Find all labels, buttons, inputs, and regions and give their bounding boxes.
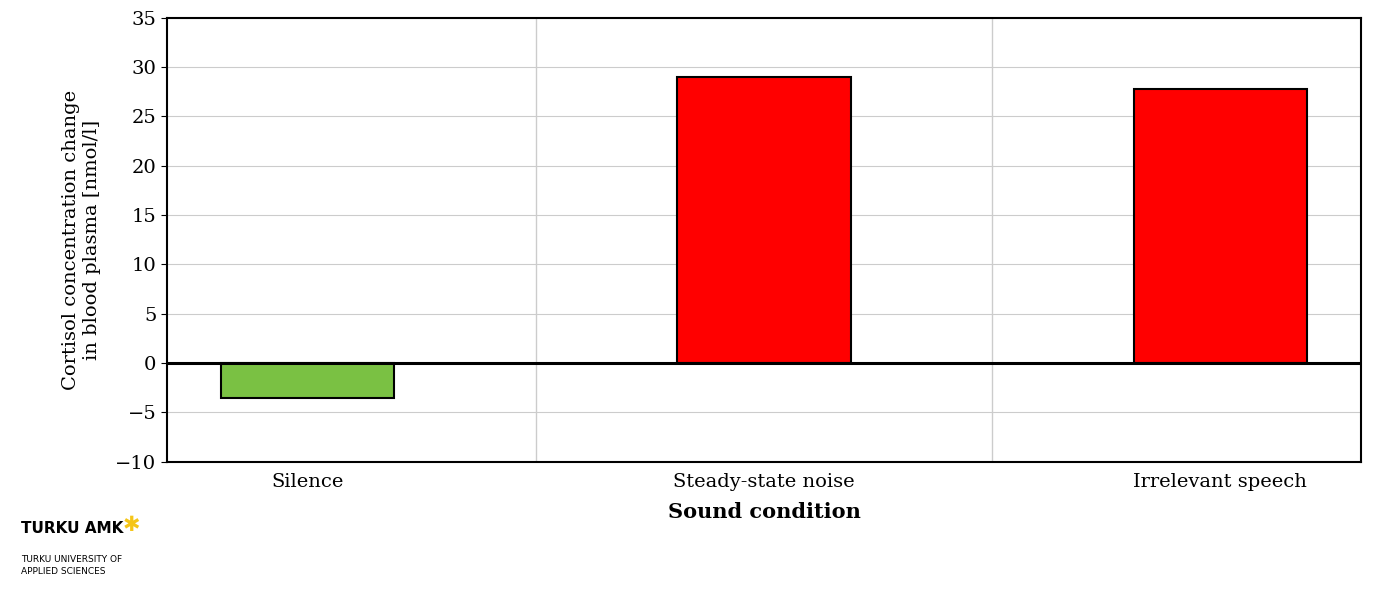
Bar — [678, 77, 850, 363]
Text: ✱: ✱ — [122, 515, 140, 535]
Text: TURKU UNIVERSITY OF
APPLIED SCIENCES: TURKU UNIVERSITY OF APPLIED SCIENCES — [21, 555, 122, 576]
Bar — [1133, 89, 1307, 363]
Y-axis label: Cortisol concentration change
in blood plasma [nmol/l]: Cortisol concentration change in blood p… — [63, 90, 101, 390]
X-axis label: Sound condition: Sound condition — [668, 502, 860, 522]
Bar — [221, 363, 394, 398]
Text: TURKU AMK: TURKU AMK — [21, 521, 124, 536]
